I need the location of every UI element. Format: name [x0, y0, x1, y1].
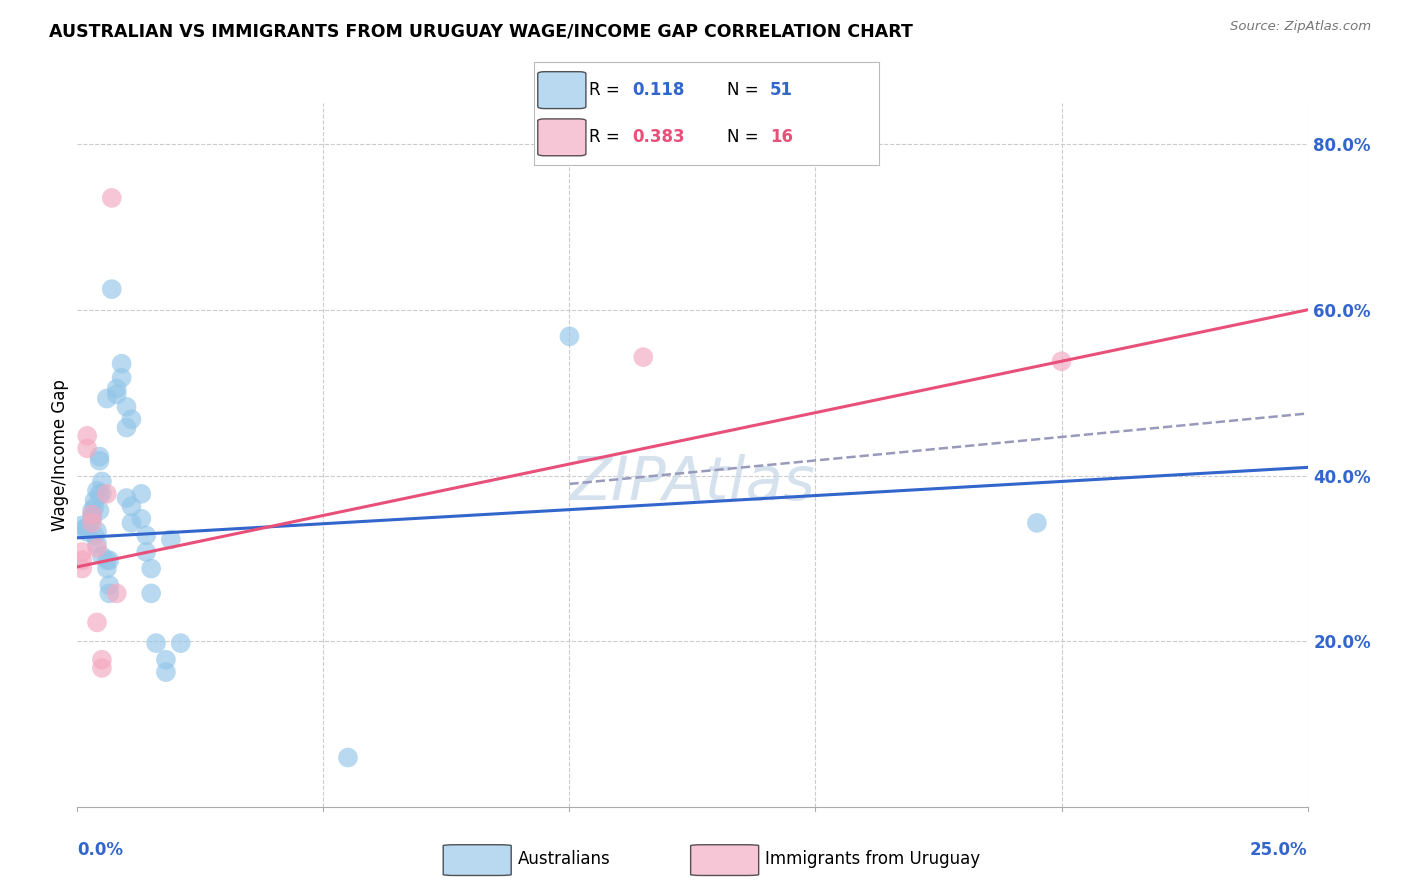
Point: [70, 523, 93, 537]
Point: [131, 512, 153, 526]
Point: [115, 491, 138, 505]
Text: 25.0%: 25.0%: [1250, 841, 1308, 859]
Point: [98, 553, 121, 567]
Point: [70, 553, 93, 567]
Point: [135, 545, 157, 559]
Point: [558, 329, 581, 343]
Point: [141, 586, 163, 600]
Text: ZIPAtlas: ZIPAtlas: [569, 454, 815, 513]
Text: 0.118: 0.118: [633, 81, 685, 99]
Point: [83, 528, 105, 542]
Point: [89, 454, 111, 468]
Point: [96, 392, 118, 406]
Point: [86, 541, 108, 555]
Point: [111, 371, 132, 385]
Point: [70, 561, 93, 575]
Point: [105, 387, 128, 401]
Point: [86, 483, 108, 498]
Point: [82, 508, 104, 522]
Point: [90, 661, 114, 675]
Point: [145, 636, 167, 650]
Point: [86, 524, 108, 539]
Text: 0.383: 0.383: [633, 128, 685, 146]
Y-axis label: Wage/Income Gap: Wage/Income Gap: [51, 379, 69, 531]
Point: [170, 636, 193, 650]
Point: [135, 528, 157, 542]
Point: [96, 561, 118, 575]
Point: [82, 512, 104, 526]
Text: R =: R =: [589, 128, 626, 146]
Point: [1050, 354, 1073, 368]
Point: [90, 475, 114, 489]
Point: [76, 520, 98, 534]
Point: [70, 518, 93, 533]
Text: Immigrants from Uruguay: Immigrants from Uruguay: [765, 850, 980, 868]
Point: [115, 400, 138, 414]
FancyBboxPatch shape: [690, 845, 759, 876]
Point: [90, 487, 114, 501]
Point: [83, 500, 105, 515]
Point: [82, 508, 104, 523]
Point: [141, 561, 163, 575]
Point: [86, 536, 108, 550]
Point: [82, 503, 104, 517]
FancyBboxPatch shape: [537, 119, 586, 156]
Point: [90, 549, 114, 563]
Text: N =: N =: [727, 81, 763, 99]
Text: R =: R =: [589, 81, 626, 99]
Point: [1026, 516, 1049, 530]
Text: 0.0%: 0.0%: [77, 841, 124, 859]
Point: [89, 450, 111, 464]
Point: [131, 487, 153, 501]
Text: AUSTRALIAN VS IMMIGRANTS FROM URUGUAY WAGE/INCOME GAP CORRELATION CHART: AUSTRALIAN VS IMMIGRANTS FROM URUGUAY WA…: [49, 22, 912, 40]
Point: [121, 500, 143, 514]
Point: [96, 553, 118, 567]
Point: [337, 750, 360, 764]
Point: [115, 420, 138, 434]
Text: Australians: Australians: [517, 850, 610, 868]
Point: [89, 487, 111, 501]
Point: [105, 382, 128, 396]
Point: [76, 442, 98, 456]
Point: [121, 412, 143, 426]
Point: [121, 516, 143, 530]
Point: [160, 533, 183, 547]
Point: [101, 282, 124, 296]
Point: [70, 545, 93, 559]
Point: [90, 653, 114, 667]
Point: [155, 665, 177, 680]
Text: 51: 51: [770, 81, 793, 99]
Text: Source: ZipAtlas.com: Source: ZipAtlas.com: [1230, 20, 1371, 33]
Text: N =: N =: [727, 128, 763, 146]
Point: [98, 578, 121, 592]
Point: [105, 586, 128, 600]
FancyBboxPatch shape: [443, 845, 512, 876]
Point: [76, 429, 98, 443]
FancyBboxPatch shape: [537, 71, 586, 109]
Text: 16: 16: [770, 128, 793, 146]
Point: [96, 487, 118, 501]
Point: [155, 653, 177, 667]
Point: [76, 524, 98, 539]
Point: [111, 357, 132, 371]
Point: [633, 350, 655, 364]
Point: [83, 493, 105, 508]
Point: [86, 615, 108, 630]
Point: [98, 586, 121, 600]
Point: [89, 503, 111, 517]
Point: [82, 516, 104, 530]
Point: [101, 191, 124, 205]
